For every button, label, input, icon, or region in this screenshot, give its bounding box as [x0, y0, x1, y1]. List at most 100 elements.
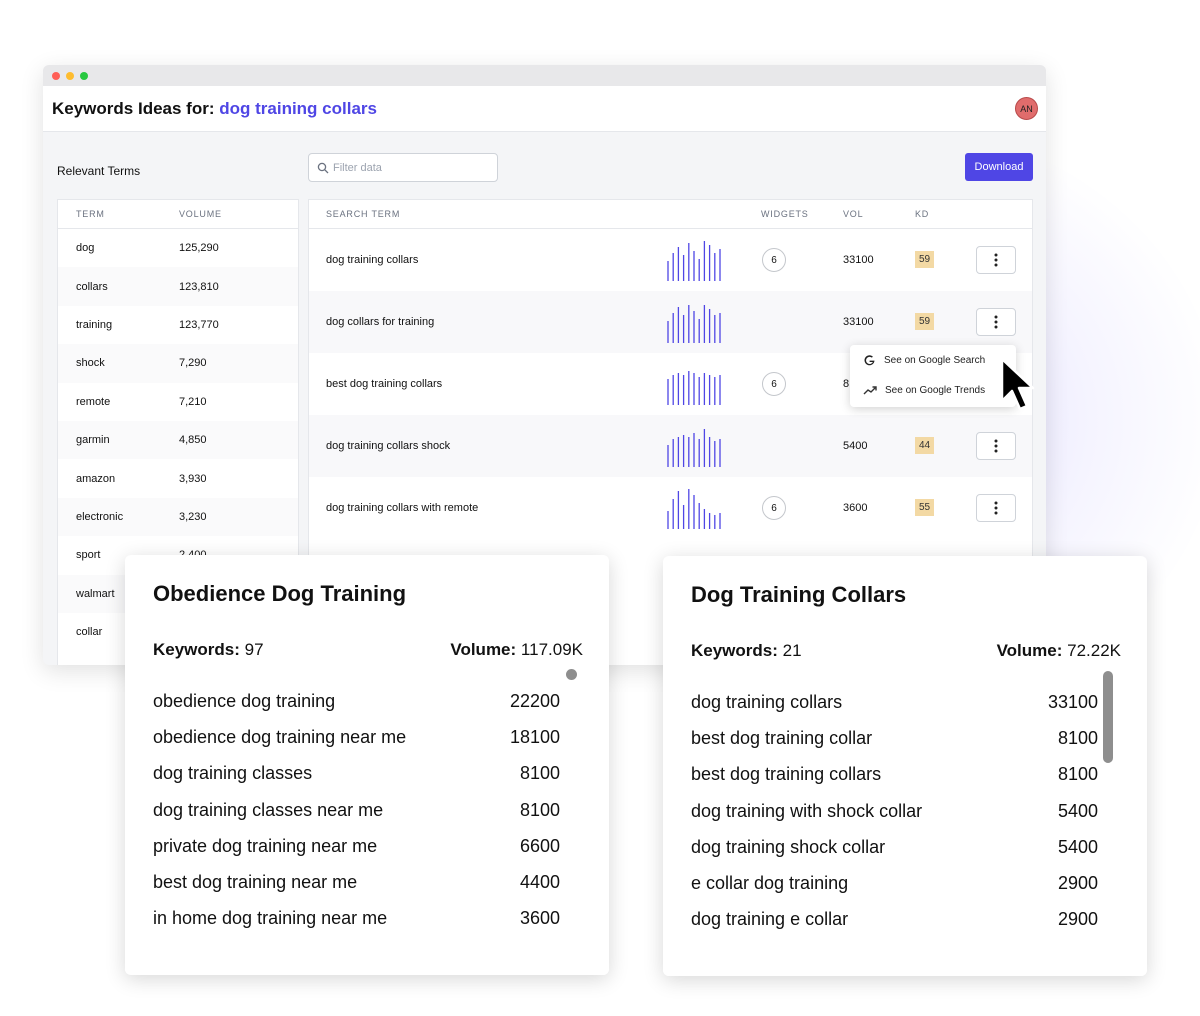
list-item[interactable]: obedience dog training near me 18100 — [153, 719, 560, 755]
term-cell: dog — [76, 242, 95, 255]
trend-sparkline — [667, 489, 721, 529]
table-row[interactable]: amazon 3,930 — [58, 459, 298, 497]
list-item[interactable]: e collar dog training 2900 — [691, 865, 1098, 901]
toolbar: Relevant Terms Download — [43, 132, 1046, 192]
table-row[interactable]: dog collars for training 33100 59 — [309, 291, 1032, 353]
menu-item-label: See on Google Trends — [885, 384, 986, 396]
table-row[interactable]: best dog training collars 6 8 — [309, 353, 1032, 415]
keyword-term: best dog training near me — [153, 872, 358, 893]
keyword-volume: 33100 — [1047, 691, 1098, 712]
filter-input[interactable] — [333, 161, 483, 174]
term-cell: collar — [76, 626, 103, 639]
keyword-term: obedience dog training — [153, 690, 336, 711]
minimize-window-dot[interactable] — [66, 71, 74, 80]
keyword-volume: 22200 — [509, 690, 560, 711]
term-cell: amazon — [76, 472, 116, 485]
kd-badge: 44 — [915, 437, 934, 454]
table-row[interactable]: dog training collars shock 5400 44 — [309, 415, 1032, 477]
volume-cell: 7,210 — [179, 395, 207, 408]
keyword-term: dog training shock collar — [691, 836, 886, 857]
widgets-badge: 6 — [762, 496, 786, 520]
table-row[interactable]: collar — [58, 613, 298, 651]
keyword-term: e collar dog training — [691, 873, 849, 894]
column-header-term[interactable]: TERM — [76, 209, 105, 219]
keyword-term: dog training e collar — [691, 909, 849, 930]
maximize-window-dot[interactable] — [80, 71, 88, 80]
list-item[interactable]: best dog training near me 4400 — [153, 864, 560, 900]
trend-sparkline — [667, 305, 721, 343]
table-row[interactable]: dog 125,290 — [58, 229, 298, 267]
keyword-volume: 4400 — [519, 872, 560, 893]
card-bottom-mask — [663, 938, 1147, 976]
card-title: Obedience Dog Training — [153, 581, 407, 606]
menu-item-google-search[interactable]: See on Google Search — [850, 345, 1016, 375]
term-cell: training — [76, 318, 113, 331]
row-actions-button[interactable] — [976, 494, 1016, 522]
column-header-widgets[interactable]: WIDGETS — [761, 209, 809, 219]
kebab-menu-icon — [994, 253, 998, 267]
keyword-volume: 8100 — [1057, 727, 1098, 748]
table-row[interactable]: collars 123,810 — [58, 267, 298, 306]
keyword-list: obedience dog training 22200 obedience dog… — [153, 683, 560, 945]
list-item[interactable]: dog training with shock collar 5400 — [691, 793, 1098, 829]
scrollbar-thumb[interactable] — [1103, 671, 1113, 763]
list-item[interactable]: dog training classes 8100 — [153, 756, 560, 792]
list-item[interactable]: obedience dog training 22200 — [153, 683, 560, 719]
list-item[interactable]: private dog training near me 6600 — [153, 828, 560, 864]
list-item[interactable]: dog training shock collar 5400 — [691, 829, 1098, 865]
term-cell: collars — [76, 280, 108, 293]
search-term-cell: dog training collars with remote — [326, 502, 479, 514]
column-header-vol[interactable]: VOL — [843, 209, 864, 219]
column-header-volume[interactable]: VOLUME — [179, 209, 222, 219]
table-row[interactable]: remote 7,210 — [58, 383, 298, 421]
download-button[interactable]: Download — [965, 153, 1033, 181]
volume-total: Volume: 72.22K — [996, 641, 1121, 660]
row-actions-button[interactable] — [976, 246, 1016, 274]
table-row[interactable]: dog training collars with remote 6 3600 55 — [309, 477, 1032, 539]
scrollbar-thumb[interactable] — [566, 669, 577, 680]
keyword-term: private dog training near me — [153, 835, 378, 856]
list-item[interactable]: best dog training collars 8100 — [691, 757, 1098, 793]
keywords-count: Keywords: 21 — [691, 641, 802, 660]
relevant-terms-label: Relevant Terms — [57, 164, 141, 178]
keyword-volume: 6600 — [519, 835, 560, 856]
search-term-cell: dog collars for training — [326, 316, 435, 328]
trend-sparkline — [667, 429, 721, 467]
keyword-volume: 5400 — [1057, 836, 1098, 857]
volume-cell: 5400 — [843, 440, 868, 452]
table-row[interactable]: training 123,770 — [58, 306, 298, 344]
list-item[interactable]: dog training e collar 2900 — [691, 902, 1098, 938]
list-item[interactable]: dog training classes near me 8100 — [153, 792, 560, 828]
volume-cell: 33100 — [843, 316, 874, 328]
row-actions-button[interactable] — [976, 308, 1016, 336]
list-item[interactable]: dog training collars 33100 — [691, 684, 1098, 720]
search-term-cell: dog training collars — [326, 254, 419, 266]
table-row[interactable]: dog training collars 6 33100 59 — [309, 229, 1032, 291]
column-header-search-term[interactable]: SEARCH TERM — [326, 209, 401, 219]
mouse-pointer-icon — [1000, 357, 1035, 411]
keyword-volume: 8100 — [519, 763, 560, 784]
page-title: Keywords Ideas for: dog training collars — [52, 99, 377, 119]
list-item[interactable]: best dog training collar 8100 — [691, 720, 1098, 756]
table-row[interactable]: shock 7,290 — [58, 344, 298, 383]
cluster-card-collars[interactable]: Dog Training Collars Keywords: 21 Volume… — [663, 556, 1147, 976]
card-bottom-mask — [125, 937, 609, 975]
column-header-kd[interactable]: KD — [915, 209, 930, 219]
keyword-term: best dog training collar — [691, 727, 873, 748]
volume-cell: 123,770 — [179, 318, 219, 331]
filter-field[interactable] — [308, 153, 498, 182]
row-actions-button[interactable] — [976, 432, 1016, 460]
volume-cell: 7,290 — [179, 357, 207, 370]
menu-item-google-trends[interactable]: See on Google Trends — [850, 375, 1016, 405]
list-item[interactable]: in home dog training near me 3600 — [153, 901, 560, 937]
card-summary: Keywords: 21 Volume: 72.22K — [691, 641, 1121, 661]
search-term-cell: dog training collars shock — [326, 440, 451, 452]
keywords-count: Keywords: 97 — [153, 640, 264, 659]
avatar[interactable]: AN — [1015, 97, 1038, 120]
close-window-dot[interactable] — [52, 71, 60, 80]
cluster-card-obedience[interactable]: Obedience Dog Training Keywords: 97 Volu… — [125, 555, 609, 975]
widgets-badge: 6 — [762, 248, 786, 272]
table-row[interactable]: garmin 4,850 — [58, 420, 298, 460]
keyword-term: in home dog training near me — [153, 908, 388, 929]
table-row[interactable]: electronic 3,230 — [58, 497, 298, 537]
